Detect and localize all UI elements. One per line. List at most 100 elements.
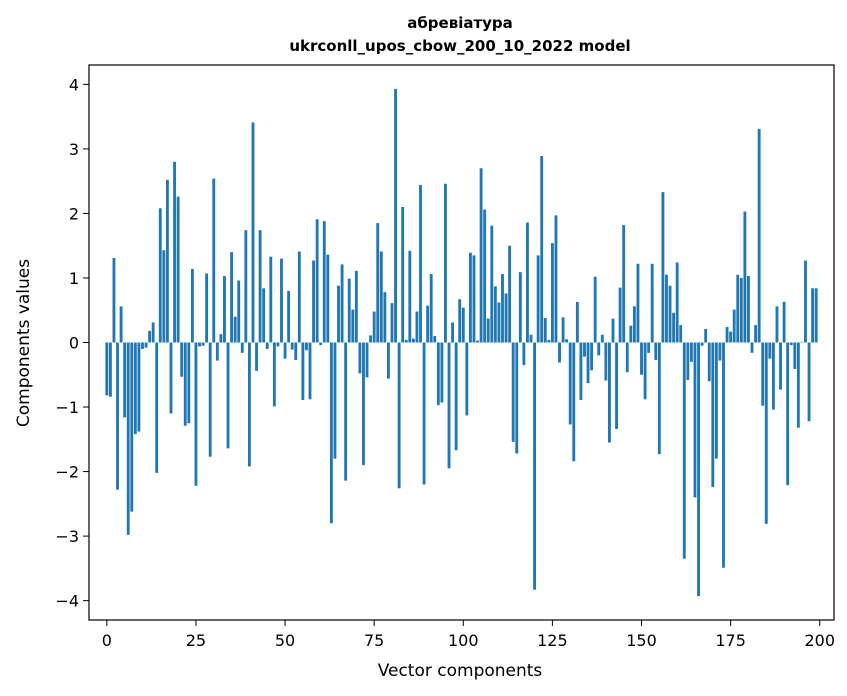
x-tick-label: 200 xyxy=(804,631,835,650)
bar-159 xyxy=(672,312,676,343)
bar-146 xyxy=(625,342,629,373)
y-tick-label: −4 xyxy=(55,592,79,611)
x-tick-label: 125 xyxy=(537,631,568,650)
bar-192 xyxy=(789,342,793,346)
bar-50 xyxy=(283,342,287,359)
bar-92 xyxy=(433,336,437,343)
bar-64 xyxy=(333,342,337,459)
bar-40 xyxy=(247,342,251,467)
bar-109 xyxy=(493,286,497,343)
x-tick-label: 150 xyxy=(626,631,657,650)
bar-7 xyxy=(130,342,134,512)
bar-138 xyxy=(597,342,601,356)
bar-137 xyxy=(593,276,597,343)
bar-42 xyxy=(255,342,258,371)
bar-127 xyxy=(558,342,561,363)
bar-60 xyxy=(319,342,323,346)
bar-107 xyxy=(486,318,490,343)
bar-46 xyxy=(269,256,273,343)
bar-12 xyxy=(148,330,152,343)
bar-48 xyxy=(276,342,280,347)
bar-104 xyxy=(476,340,479,343)
bar-179 xyxy=(743,211,747,343)
bar-118 xyxy=(526,222,529,343)
x-tick-label: 0 xyxy=(102,631,112,650)
bar-65 xyxy=(337,285,340,343)
bar-102 xyxy=(468,252,472,343)
x-tick-label: 25 xyxy=(186,631,206,650)
bar-183 xyxy=(757,128,761,343)
bar-110 xyxy=(497,302,501,343)
bar-176 xyxy=(732,309,736,343)
bar-45 xyxy=(265,342,269,349)
bar-83 xyxy=(401,206,405,343)
bar-123 xyxy=(543,317,547,343)
bar-11 xyxy=(144,342,148,348)
bar-30 xyxy=(212,178,216,343)
y-axis-label: Components values xyxy=(14,259,34,427)
bar-172 xyxy=(718,342,722,361)
bar-117 xyxy=(522,342,526,366)
bar-163 xyxy=(686,342,690,380)
x-tick-label: 175 xyxy=(715,631,746,650)
bar-63 xyxy=(329,342,333,524)
y-tick-label: 3 xyxy=(69,140,79,159)
bar-113 xyxy=(508,245,512,343)
chart-subtitle: ukrconll_upos_cbow_200_10_2022 model xyxy=(289,37,630,55)
bar-177 xyxy=(736,274,740,343)
bar-73 xyxy=(365,342,369,378)
bar-185 xyxy=(764,342,768,524)
bar-52 xyxy=(290,342,294,350)
bar-51 xyxy=(287,290,291,343)
bar-167 xyxy=(700,342,704,346)
bar-5 xyxy=(123,342,127,418)
bar-97 xyxy=(451,322,455,343)
bar-119 xyxy=(529,334,533,343)
bar-96 xyxy=(447,342,451,469)
bar-33 xyxy=(223,276,226,343)
bar-196 xyxy=(804,260,807,343)
bar-108 xyxy=(490,225,494,343)
bar-10 xyxy=(141,342,144,349)
bar-78 xyxy=(383,292,387,343)
bar-126 xyxy=(554,215,558,343)
bar-105 xyxy=(479,168,483,343)
bar-153 xyxy=(650,263,654,343)
bar-72 xyxy=(362,342,365,466)
bar-74 xyxy=(369,335,373,343)
x-tick-label: 75 xyxy=(364,631,384,650)
bar-195 xyxy=(800,341,804,343)
bar-178 xyxy=(739,277,743,343)
bar-27 xyxy=(201,342,205,346)
bar-99 xyxy=(458,299,462,343)
y-tick-label: −2 xyxy=(55,463,79,482)
bar-55 xyxy=(301,342,305,400)
bar-150 xyxy=(640,342,643,375)
bar-198 xyxy=(811,288,815,343)
bar-124 xyxy=(547,339,551,343)
bar-53 xyxy=(294,342,298,360)
bar-87 xyxy=(415,311,419,343)
bar-157 xyxy=(665,274,668,343)
bar-122 xyxy=(540,155,544,343)
bar-34 xyxy=(226,342,230,449)
bar-66 xyxy=(340,264,344,343)
bar-184 xyxy=(761,342,765,406)
bar-31 xyxy=(215,342,219,361)
bar-81 xyxy=(394,88,397,343)
bar-8 xyxy=(133,342,137,435)
bar-190 xyxy=(782,301,786,343)
bar-111 xyxy=(501,274,504,343)
bar-59 xyxy=(315,219,319,343)
bar-156 xyxy=(661,192,665,343)
bar-155 xyxy=(657,342,661,455)
y-tick-label: 0 xyxy=(69,334,79,353)
y-tick-label: 1 xyxy=(69,269,79,288)
bar-144 xyxy=(618,287,622,343)
bar-86 xyxy=(411,338,415,343)
bar-19 xyxy=(173,161,176,343)
bar-35 xyxy=(230,252,234,343)
y-tick-label: −3 xyxy=(55,527,79,546)
bar-29 xyxy=(208,342,212,457)
bar-129 xyxy=(565,339,569,343)
